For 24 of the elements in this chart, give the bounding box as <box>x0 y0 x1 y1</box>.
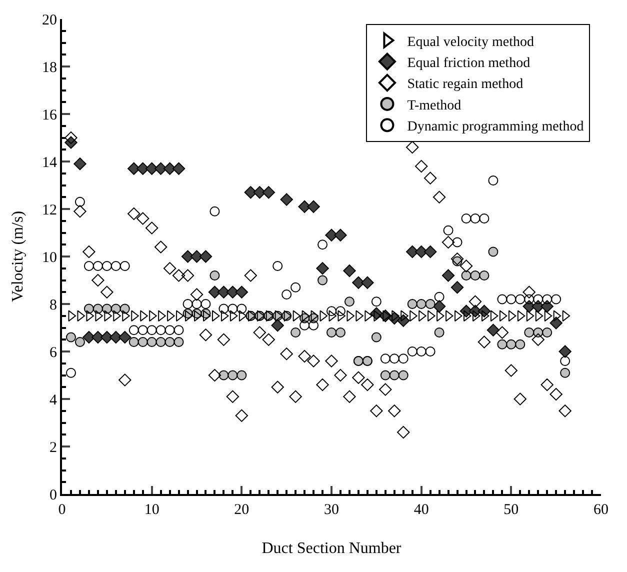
x-tick-label: 10 <box>144 502 160 518</box>
y-tick-label: 12 <box>42 202 57 218</box>
x-tick-label: 20 <box>234 502 250 518</box>
x-tick-label: 60 <box>594 502 608 518</box>
x-axis-title: Duct Section Number <box>262 540 402 558</box>
legend-label: Equal friction method <box>407 56 530 72</box>
y-tick-label: 20 <box>42 12 57 28</box>
legend-label: T-method <box>407 98 462 114</box>
y-tick-label: 14 <box>42 154 58 171</box>
y-tick-label: 6 <box>50 344 58 361</box>
y-axis-title: Velocity (m/s) <box>9 210 26 302</box>
legend-label: Dynamic programming method <box>407 120 584 135</box>
y-tick-label: 10 <box>42 250 57 266</box>
y-tick-label: 0 <box>50 487 57 504</box>
y-tick-label: 8 <box>50 297 57 314</box>
x-tick-label: 40 <box>414 502 429 518</box>
x-tick-label: 50 <box>504 502 519 518</box>
y-tick-label: 2 <box>50 440 57 456</box>
x-tick-label: 30 <box>324 502 339 518</box>
y-tick-label: 4 <box>50 392 58 408</box>
legend-label: Static regain method <box>407 77 524 92</box>
y-tick-label: 16 <box>42 107 58 124</box>
legend-label: Equal velocity method <box>407 34 534 50</box>
y-tick-label: 18 <box>42 60 57 76</box>
